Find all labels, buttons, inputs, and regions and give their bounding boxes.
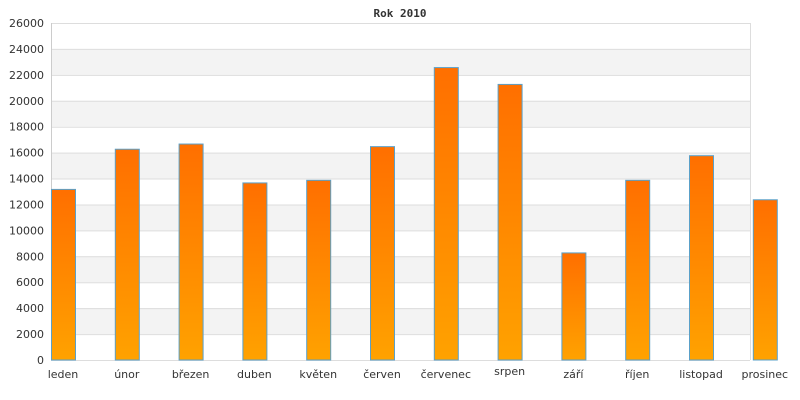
bar-červenec: [433, 67, 459, 361]
y-tick-label: 2000: [16, 328, 44, 341]
y-tick-label: 4000: [16, 302, 44, 315]
y-tick-label: 18000: [9, 121, 44, 134]
y-tick-label: 10000: [9, 224, 44, 237]
y-tick-label: 22000: [9, 69, 44, 82]
plot-band: [51, 48, 750, 75]
y-axis-ticks: 0 2000 4000 6000 8000 10000 12000 14000 16000 180…: [9, 17, 44, 367]
x-tick-label: červenec: [421, 368, 471, 381]
bar-leden: [51, 188, 76, 361]
bar-srpen: [497, 83, 523, 361]
x-tick-label: červen: [363, 368, 401, 381]
x-tick-label: únor: [114, 368, 140, 381]
bar-září: [561, 252, 587, 361]
bars: [51, 67, 778, 361]
bar-červen: [370, 146, 395, 361]
x-axis-ticks: leden únor březen duben květen červen červenec…: [48, 365, 788, 381]
y-tick-label: 14000: [9, 173, 44, 186]
bar-prosinec: [752, 199, 778, 361]
x-tick-label: leden: [48, 368, 79, 381]
bar-únor: [114, 148, 140, 361]
y-tick-label: 20000: [9, 95, 44, 108]
y-tick-label: 6000: [16, 276, 44, 289]
x-tick-label: září: [563, 368, 584, 381]
y-tick-label: 8000: [16, 250, 44, 263]
y-tick-label: 26000: [9, 17, 44, 30]
chart-title: Rok 2010: [374, 7, 427, 20]
bar-květen: [306, 179, 332, 361]
x-tick-label: listopad: [679, 368, 723, 381]
plot-band: [51, 152, 750, 179]
x-tick-label: duben: [237, 368, 272, 381]
bar-listopad: [689, 155, 714, 361]
bar-duben: [242, 182, 268, 361]
bar-říjen: [625, 179, 651, 361]
y-tick-label: 24000: [9, 43, 44, 56]
x-tick-label: květen: [299, 368, 337, 381]
x-tick-label: březen: [172, 368, 210, 381]
x-tick-label: srpen: [494, 365, 525, 378]
x-tick-label: prosinec: [742, 368, 789, 381]
x-tick-label: říjen: [625, 368, 649, 381]
y-tick-label: 12000: [9, 198, 44, 211]
y-tick-label: 16000: [9, 147, 44, 160]
y-tick-label: 0: [37, 354, 44, 367]
plot-band: [51, 100, 750, 127]
bar-březen: [178, 143, 204, 361]
